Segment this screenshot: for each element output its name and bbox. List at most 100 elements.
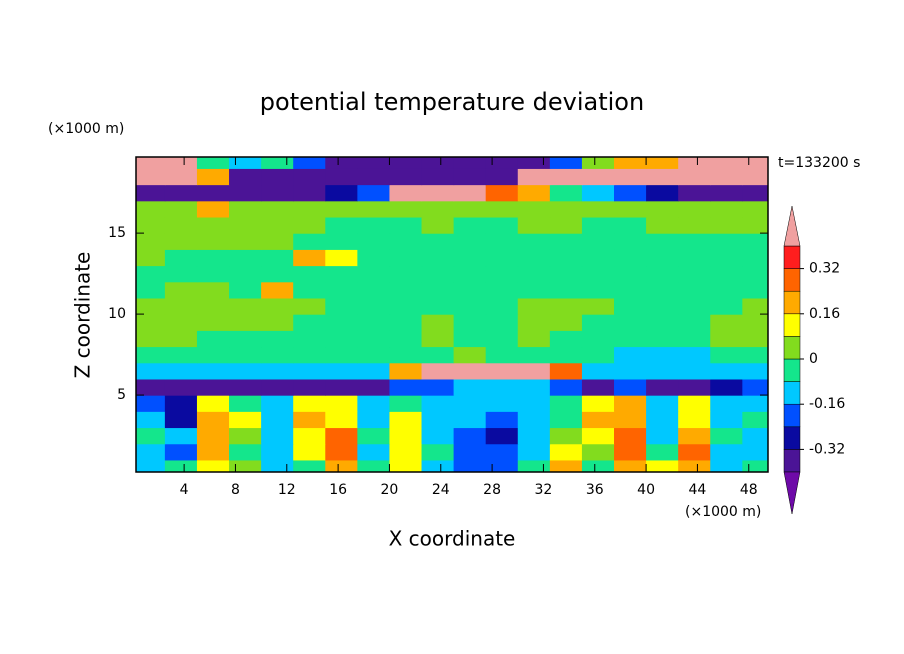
contour-cell <box>261 157 294 169</box>
contour-cell <box>453 411 487 429</box>
contour-cell <box>453 184 487 202</box>
contour-cell <box>357 395 391 412</box>
contour-cell <box>453 281 487 299</box>
contour-cell <box>229 362 262 380</box>
contour-cell <box>517 200 551 218</box>
contour-cell <box>549 281 583 299</box>
contour-cell <box>742 362 768 380</box>
contour-cell <box>196 314 230 331</box>
contour-cell <box>453 459 487 472</box>
contour-cell <box>293 346 326 364</box>
contour-cell <box>517 297 551 315</box>
contour-cell <box>421 249 455 267</box>
contour-cell <box>614 459 647 472</box>
x-axis-label: X coordinate <box>389 527 516 551</box>
contour-cell <box>229 459 262 472</box>
contour-cell <box>389 249 423 267</box>
contour-cell <box>325 459 358 472</box>
contour-cell <box>710 362 743 380</box>
contour-cell <box>549 411 583 429</box>
contour-cell <box>164 411 198 429</box>
contour-cell <box>357 330 391 348</box>
contour-cell <box>293 427 326 445</box>
colorbar-box <box>783 290 801 315</box>
contour-cell <box>742 411 768 429</box>
colorbar-box <box>783 449 801 473</box>
contour-cell <box>742 378 768 396</box>
contour-cell <box>646 157 679 169</box>
contour-cell <box>453 297 487 315</box>
colorbar-box <box>783 245 801 269</box>
contour-cell <box>710 281 743 299</box>
contour-cell <box>485 378 519 396</box>
contour-cell <box>389 233 423 250</box>
contour-cell <box>517 378 551 396</box>
contour-cell <box>646 330 679 348</box>
contour-cell <box>646 346 679 364</box>
contour-cell <box>293 216 326 234</box>
contour-cell <box>229 378 262 396</box>
contour-cell <box>517 233 551 250</box>
contour-cell <box>549 378 583 396</box>
colorbar-box <box>783 313 801 337</box>
contour-cell <box>517 184 551 202</box>
contour-cell <box>614 216 647 234</box>
contour-cell <box>293 157 326 169</box>
contour-cell <box>261 184 294 202</box>
contour-cell <box>389 378 423 396</box>
contour-cell <box>164 200 198 218</box>
contour-cell <box>357 443 391 461</box>
colorbar-box <box>783 268 801 292</box>
contour-cell <box>389 459 423 472</box>
contour-cell <box>485 265 519 283</box>
contour-cell <box>421 157 455 169</box>
contour-cell <box>229 411 262 429</box>
contour-cell <box>678 249 711 267</box>
contour-cell <box>421 281 455 299</box>
contour-cell <box>325 330 358 348</box>
contour-cell <box>678 362 711 380</box>
contour-cell <box>453 378 487 396</box>
contour-cell <box>710 330 743 348</box>
contour-cell <box>261 346 294 364</box>
contour-cell <box>485 184 519 202</box>
contour-cell <box>453 427 487 445</box>
contour-cell <box>261 314 294 331</box>
contour-cell <box>678 168 711 186</box>
contour-cell <box>325 233 358 250</box>
contour-cell <box>389 184 423 202</box>
contour-cell <box>357 297 391 315</box>
colorbar-box <box>783 403 801 428</box>
contour-cell <box>710 427 743 445</box>
contour-cell <box>261 168 294 186</box>
contour-cell <box>196 281 230 299</box>
contour-cell <box>325 346 358 364</box>
contour-cell <box>325 378 358 396</box>
contour-cell <box>453 362 487 380</box>
contour-cell <box>614 362 647 380</box>
contour-cell <box>453 157 487 169</box>
contour-cell <box>549 184 583 202</box>
contour-cell <box>614 411 647 429</box>
contour-cell <box>614 168 647 186</box>
contour-cell <box>293 265 326 283</box>
contour-cell <box>293 443 326 461</box>
contour-cell <box>136 427 166 445</box>
contour-cell <box>646 427 679 445</box>
contour-cell <box>614 427 647 445</box>
contour-cell <box>614 330 647 348</box>
contour-cell <box>261 378 294 396</box>
contour-cell <box>742 168 768 186</box>
contour-cell <box>549 314 583 331</box>
contour-cell <box>261 395 294 412</box>
contour-cell <box>293 395 326 412</box>
contour-cell <box>325 265 358 283</box>
contour-cell <box>646 265 679 283</box>
contour-cell <box>646 233 679 250</box>
x-tick-label: 24 <box>432 482 450 498</box>
contour-cell <box>325 216 358 234</box>
contour-cell <box>325 184 358 202</box>
contour-cell <box>357 362 391 380</box>
contour-cell <box>678 411 711 429</box>
colorbar-box <box>783 358 801 382</box>
